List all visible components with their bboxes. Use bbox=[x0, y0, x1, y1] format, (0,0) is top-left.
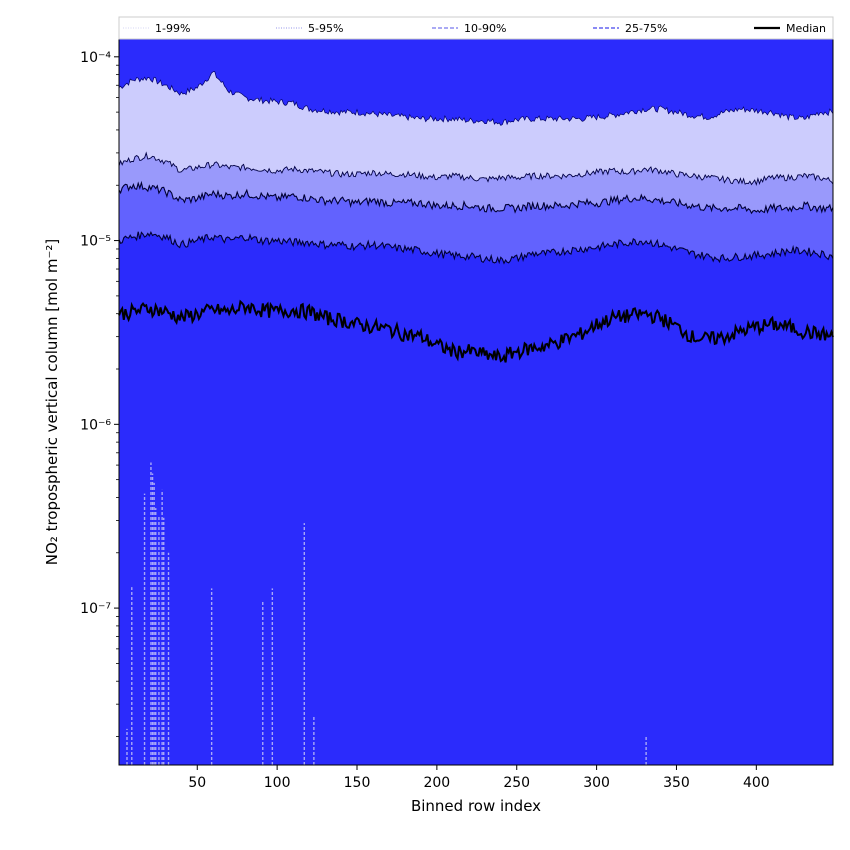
y-tick-label: 10⁻⁴ bbox=[80, 50, 111, 66]
line-p25 bbox=[118, 231, 834, 265]
x-tick-label: 150 bbox=[344, 775, 371, 791]
y-tick-label: 10⁻⁷ bbox=[80, 601, 111, 617]
line-p90 bbox=[118, 151, 834, 186]
y-tick-label: 10⁻⁵ bbox=[80, 234, 111, 250]
lower-percentile-spikes bbox=[126, 462, 647, 765]
x-tick-label: 100 bbox=[264, 775, 291, 791]
percentile-lines bbox=[118, 71, 834, 363]
band-25-75 bbox=[119, 182, 833, 264]
legend-label: 5-95% bbox=[308, 22, 343, 35]
legend-items: 1-99% 5-95% 10-90% 25-75% Median bbox=[123, 22, 826, 35]
line-p95 bbox=[118, 71, 834, 126]
y-axis-label: NO₂ tropospheric vertical column [mol m⁻… bbox=[43, 239, 61, 565]
x-tick-label: 300 bbox=[583, 775, 610, 791]
y-tick-label: 10⁻⁶ bbox=[80, 417, 111, 433]
x-tick-label: 350 bbox=[663, 775, 690, 791]
x-tick-label: 50 bbox=[188, 775, 206, 791]
x-tick-label: 400 bbox=[743, 775, 770, 791]
line-median bbox=[118, 299, 834, 363]
legend-label: Median bbox=[786, 22, 826, 35]
x-tick-label: 200 bbox=[423, 775, 450, 791]
legend: 1-99% 5-95% 10-90% 25-75% Median bbox=[118, 16, 834, 40]
y-axis: 10⁻⁷ 10⁻⁶ 10⁻⁵ 10⁻⁴ bbox=[80, 50, 119, 737]
percentile-bands bbox=[119, 39, 833, 765]
legend-label: 25-75% bbox=[625, 22, 667, 35]
x-axis: 50 100 150 200 250 300 350 400 bbox=[188, 765, 770, 791]
plot-area bbox=[118, 38, 834, 766]
band-5-95 bbox=[119, 71, 833, 185]
legend-label: 1-99% bbox=[155, 22, 190, 35]
line-p75 bbox=[118, 180, 834, 215]
legend-box bbox=[118, 16, 834, 40]
x-axis-label: Binned row index bbox=[411, 797, 541, 815]
x-tick-label: 250 bbox=[503, 775, 530, 791]
legend-label: 10-90% bbox=[464, 22, 506, 35]
